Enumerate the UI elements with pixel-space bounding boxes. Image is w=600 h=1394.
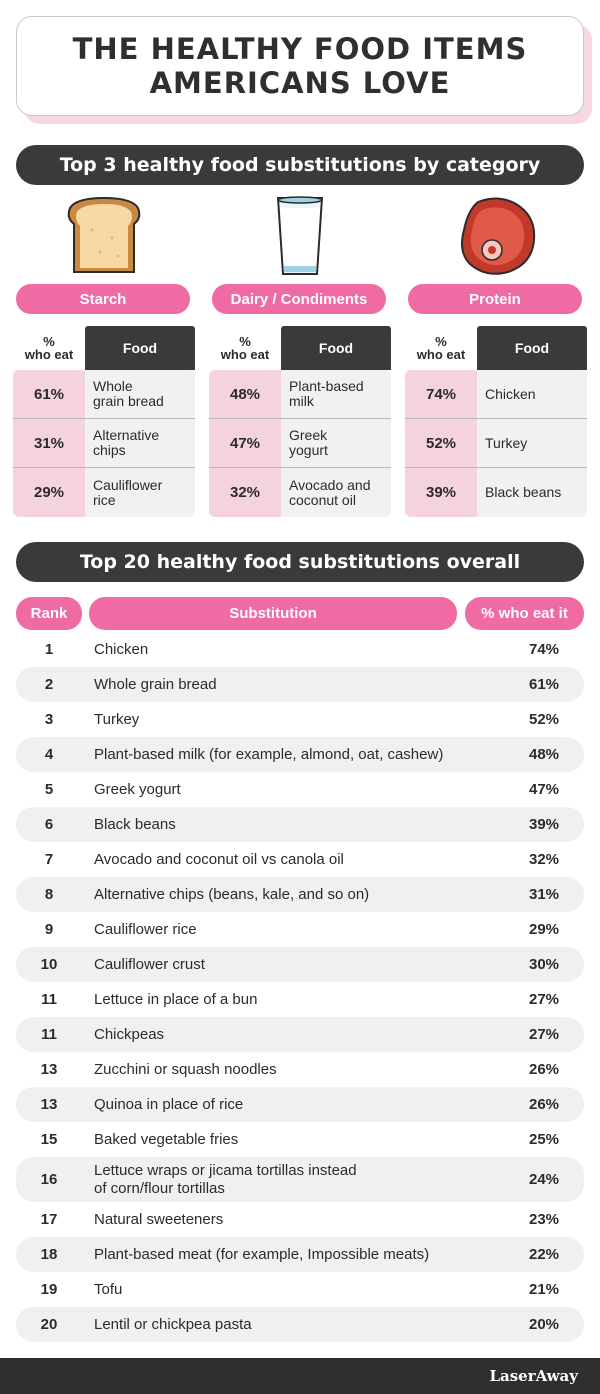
table-row: 61% Whole grain bread [13, 370, 195, 419]
list-item: 11 Chickpeas 27% [16, 1017, 584, 1052]
steak-icon [461, 197, 536, 275]
milk-glass-icon [276, 196, 324, 275]
food-header: Food [477, 326, 587, 370]
section-title-overall: Top 20 healthy food substitutions overal… [16, 542, 584, 582]
list-item: 9 Cauliflower rice 29% [44, 920, 560, 939]
protein-table: % who eat Food 74% Chicken 52% Turkey 39% Bl… [405, 326, 587, 517]
list-item: 19 Tofu 21% [40, 1280, 560, 1299]
pct-who-eat-header: % who eat it [465, 597, 584, 630]
list-item: 13 Quinoa in place of rice 26% [16, 1087, 584, 1122]
list-item: 8 Alternative chips (beans, kale, and so … [16, 877, 584, 912]
section-title-categories: Top 3 healthy food substitutions by cate… [16, 145, 584, 185]
title-line-1: THE HEALTHY FOOD ITEMS [72, 32, 528, 66]
category-protein: Protein [408, 284, 582, 314]
table-row: 52% Turkey [405, 419, 587, 468]
list-item: 10 Cauliflower crust 30% [16, 947, 584, 982]
pct-header: % who eat [24, 334, 74, 362]
list-item: 2 Whole grain bread 61% [16, 667, 584, 702]
category-dairy: Dairy / Condiments [212, 284, 386, 314]
list-item: 15 Baked vegetable fries 25% [40, 1130, 560, 1149]
list-item: 3 Turkey 52% [44, 710, 560, 729]
rank-header: Rank [16, 597, 82, 630]
list-item: 20 Lentil or chickpea pasta 20% [16, 1307, 584, 1342]
footer: LaserAway [0, 1358, 600, 1394]
starch-table: % who eat Food 61% Whole grain bread 31% Al… [13, 326, 195, 517]
table-row: 32% Avocado and coconut oil [209, 468, 391, 517]
title-line-2: AMERICANS LOVE [149, 66, 451, 100]
pct-header: % who eat [416, 334, 466, 362]
table-row: 29% Cauliflower rice [13, 468, 195, 517]
list-item: 13 Zucchini or squash noodles 26% [40, 1060, 560, 1079]
category-starch: Starch [16, 284, 190, 314]
dairy-table: % who eat Food 48% Plant-based milk 47% Gre… [209, 326, 391, 517]
list-item: 11 Lettuce in place of a bun 27% [41, 990, 560, 1009]
table-row: 39% Black beans [405, 468, 587, 517]
list-item: 4 Plant-based milk (for example, almond, … [16, 737, 584, 772]
food-header: Food [281, 326, 391, 370]
bread-icon [67, 196, 141, 273]
list-item: 7 Avocado and coconut oil vs canola oil 32… [44, 850, 560, 869]
substitution-header: Substitution [89, 597, 457, 630]
page-title: THE HEALTHY FOOD ITEMS AMERICANS LOVE [16, 16, 584, 116]
food-header: Food [85, 326, 195, 370]
overall-list: 1 Chicken 74% 2 Whole grain bread 61% 3 Turke… [16, 632, 584, 1342]
list-item: 18 Plant-based meat (for example, Impossi… [16, 1237, 584, 1272]
list-item: 5 Greek yogurt 47% [44, 780, 560, 799]
brand-logo: LaserAway [489, 1367, 578, 1385]
table-row: 48% Plant-based milk [209, 370, 391, 419]
table-row: 74% Chicken [405, 370, 587, 419]
table-row: 47% Greek yogurt [209, 419, 391, 468]
list-item: 6 Black beans 39% [16, 807, 584, 842]
pct-header: % who eat [220, 334, 270, 362]
list-item: 1 Chicken 74% [44, 640, 560, 659]
list-item: 16 Lettuce wraps or jicama tortillas inst… [16, 1157, 584, 1202]
table-row: 31% Alternative chips [13, 419, 195, 468]
list-item: 17 Natural sweeteners 23% [40, 1210, 560, 1229]
